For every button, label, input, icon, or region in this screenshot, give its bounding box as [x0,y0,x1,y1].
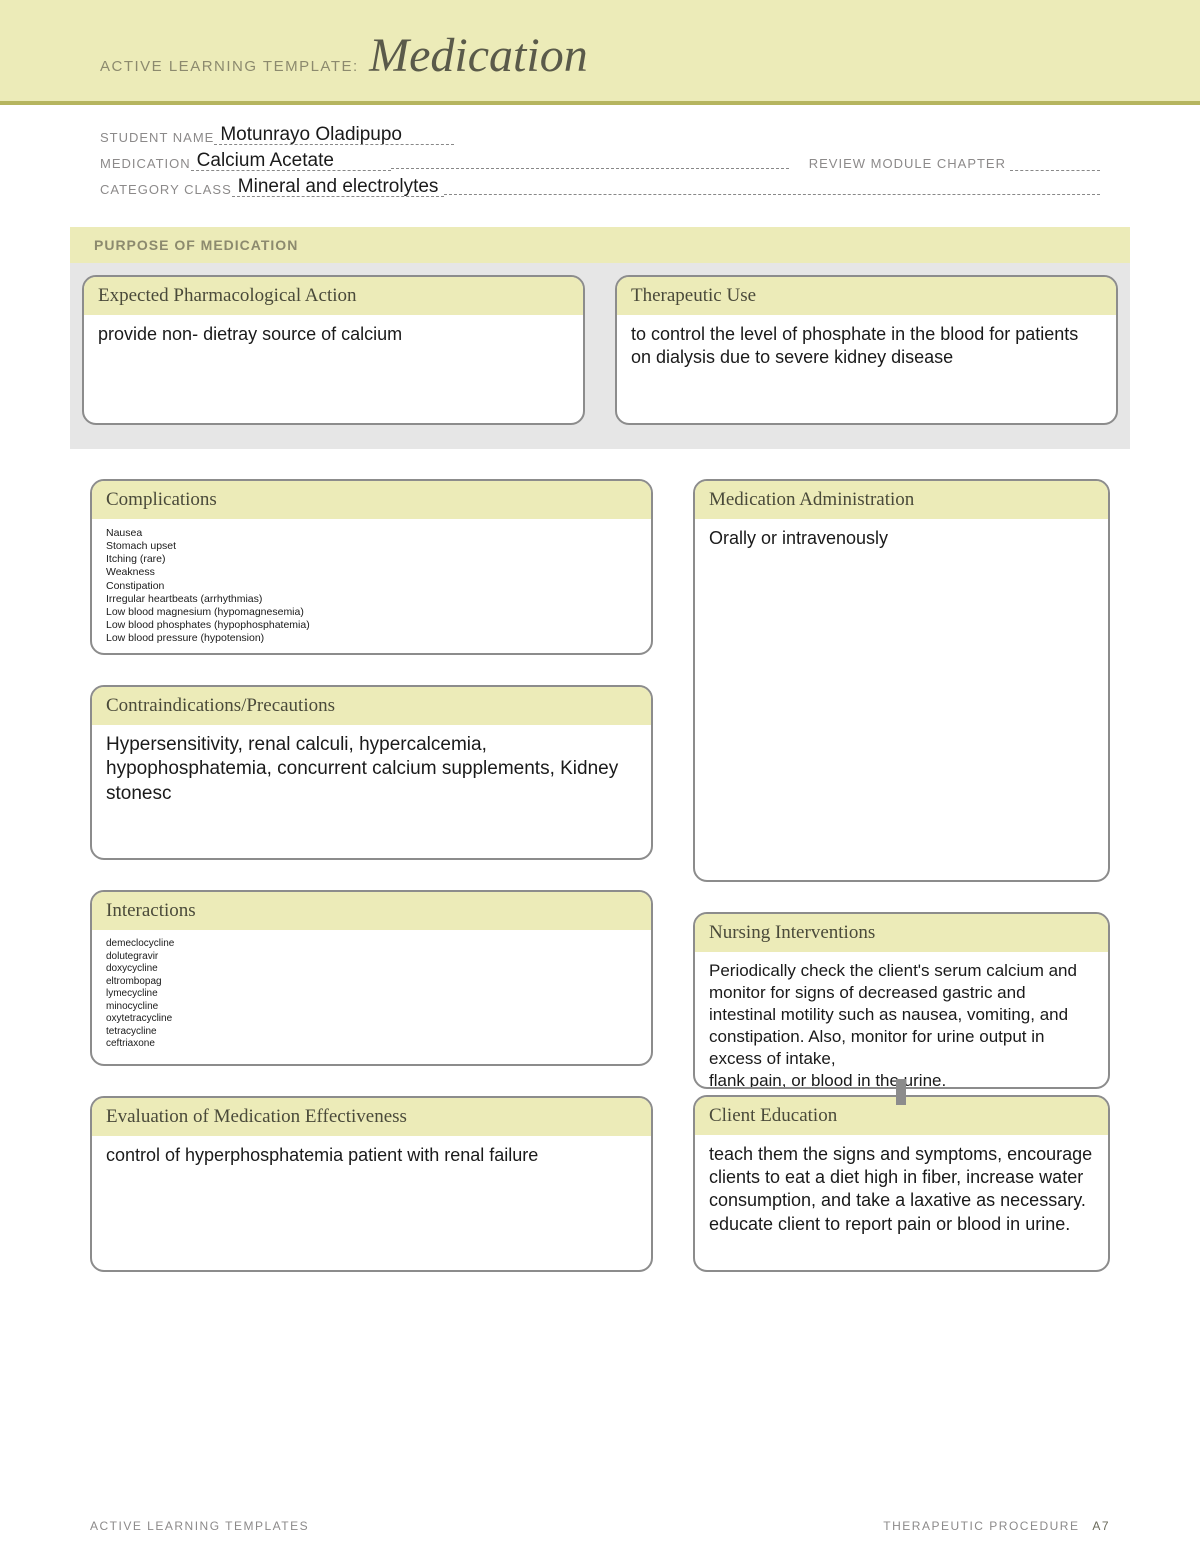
nursing-body: Periodically check the client's serum ca… [695,952,1108,1089]
banner-prefix: ACTIVE LEARNING TEMPLATE: [100,58,359,75]
med-admin-card: Medication Administration Orally or intr… [693,479,1110,882]
category-value: Mineral and electrolytes [232,177,445,197]
nursing-title: Nursing Interventions [695,914,1108,952]
complications-body: Nausea Stomach upset Itching (rare) Weak… [92,519,651,655]
evaluation-body: control of hyperphosphatemia patient wit… [92,1136,651,1256]
therapeutic-use-title: Therapeutic Use [617,277,1116,315]
purpose-boxes: Expected Pharmacological Action provide … [70,263,1130,425]
therapeutic-use-body: to control the level of phosphate in the… [617,315,1116,384]
footer-left: ACTIVE LEARNING TEMPLATES [90,1519,309,1533]
nursing-card: Nursing Interventions Periodically check… [693,912,1110,1089]
medication-line [391,151,789,169]
client-ed-card: Client Education teach them the signs an… [693,1095,1110,1272]
student-label: STUDENT NAME [100,130,214,145]
interactions-card: Interactions demeclocycline dolutegravir… [90,890,653,1066]
content-grid: Complications Nausea Stomach upset Itchi… [0,449,1200,1272]
contraindications-card: Contraindications/Precautions Hypersensi… [90,685,653,861]
review-label: REVIEW MODULE CHAPTER [809,156,1006,171]
pharm-action-card: Expected Pharmacological Action provide … [82,275,585,425]
connector-bar [896,1079,906,1105]
evaluation-card: Evaluation of Medication Effectiveness c… [90,1096,653,1272]
category-label: CATEGORY CLASS [100,182,232,197]
banner-title: Medication [369,28,588,83]
review-blank [1010,157,1100,171]
medication-row: MEDICATION Calcium Acetate REVIEW MODULE… [100,151,1100,171]
student-value: Motunrayo Oladipupo [214,125,454,145]
footer-page: A7 [1092,1519,1110,1533]
right-column: Medication Administration Orally or intr… [693,479,1110,1272]
client-ed-body: teach them the signs and symptoms, encou… [695,1135,1108,1251]
footer-right-text: THERAPEUTIC PROCEDURE [883,1519,1079,1533]
complications-card: Complications Nausea Stomach upset Itchi… [90,479,653,655]
med-admin-title: Medication Administration [695,481,1108,519]
footer: ACTIVE LEARNING TEMPLATES THERAPEUTIC PR… [0,1519,1200,1533]
nursing-education-stack: Nursing Interventions Periodically check… [693,912,1110,1272]
medication-label: MEDICATION [100,156,191,171]
purpose-section: PURPOSE OF MEDICATION Expected Pharmacol… [70,227,1130,449]
page: ACTIVE LEARNING TEMPLATE: Medication STU… [0,0,1200,1553]
interactions-title: Interactions [92,892,651,930]
header-banner: ACTIVE LEARNING TEMPLATE: Medication [0,0,1200,105]
med-admin-body: Orally or intravenously [695,519,1108,564]
footer-right: THERAPEUTIC PROCEDURE A7 [883,1519,1110,1533]
pharm-action-title: Expected Pharmacological Action [84,277,583,315]
meta-block: STUDENT NAME Motunrayo Oladipupo MEDICAT… [0,105,1200,217]
interactions-body: demeclocycline dolutegravir doxycycline … [92,930,651,1065]
category-line [444,177,1100,195]
contraindications-body: Hypersensitivity, renal calculi, hyperca… [92,725,651,861]
therapeutic-use-card: Therapeutic Use to control the level of … [615,275,1118,425]
purpose-title: PURPOSE OF MEDICATION [70,227,1130,263]
evaluation-title: Evaluation of Medication Effectiveness [92,1098,651,1136]
pharm-action-body: provide non- dietray source of calcium [84,315,583,360]
student-row: STUDENT NAME Motunrayo Oladipupo [100,125,1100,145]
complications-title: Complications [92,481,651,519]
medication-value: Calcium Acetate [191,151,391,171]
category-row: CATEGORY CLASS Mineral and electrolytes [100,177,1100,197]
contraindications-title: Contraindications/Precautions [92,687,651,725]
left-column: Complications Nausea Stomach upset Itchi… [90,479,653,1272]
